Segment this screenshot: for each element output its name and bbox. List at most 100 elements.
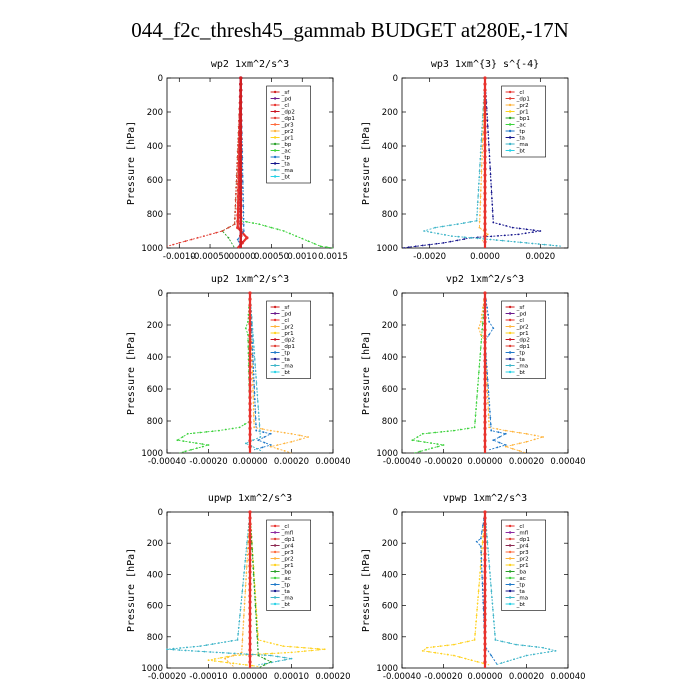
series-point	[184, 649, 187, 652]
series-point	[488, 404, 491, 406]
series-point	[242, 223, 245, 226]
series-point	[490, 235, 493, 238]
series-point	[263, 640, 266, 643]
series-point	[244, 590, 247, 593]
legend-label: _cl	[281, 524, 290, 530]
series-point	[489, 572, 491, 574]
series-point	[232, 662, 235, 665]
series-point	[263, 441, 266, 444]
series-point	[297, 650, 300, 653]
legend-marker	[273, 351, 277, 354]
series-point	[488, 565, 491, 568]
legend-label: _pr2	[516, 325, 529, 331]
series-point	[490, 191, 493, 194]
series-point	[243, 572, 245, 574]
series-point	[239, 209, 243, 214]
series-point	[236, 201, 240, 205]
y-tick-label: 0	[393, 74, 398, 84]
legend-marker	[508, 338, 512, 341]
series-point	[524, 232, 527, 235]
series-point	[486, 372, 489, 374]
series-point	[480, 530, 483, 533]
series-point	[248, 414, 252, 418]
series-point	[251, 548, 254, 551]
legend-marker	[273, 544, 277, 547]
series-point	[220, 660, 222, 663]
series-point	[483, 612, 487, 616]
x-tick-label: 0.00000	[232, 457, 267, 467]
series-point	[483, 365, 487, 369]
legend-label: _bt	[516, 602, 526, 608]
legend-marker	[273, 168, 277, 172]
series-point	[488, 149, 491, 152]
legend-label: _ma	[516, 364, 528, 370]
series-point	[533, 434, 536, 437]
legend-label: _sf	[281, 90, 291, 96]
legend-label: _pr4	[281, 544, 295, 550]
series-point	[483, 600, 487, 604]
legend-label: _bp	[281, 570, 292, 576]
series-point	[477, 188, 480, 191]
series-point	[290, 440, 293, 443]
y-tick-label: 1000	[141, 244, 163, 254]
series-line-ta	[401, 77, 541, 249]
series-point	[483, 131, 487, 135]
series-point	[184, 240, 187, 243]
y-tick-label: 1000	[376, 244, 398, 254]
legend-label: _dp2	[281, 110, 295, 116]
legend-marker	[273, 550, 277, 554]
series-point	[532, 231, 534, 234]
series-point	[244, 559, 247, 562]
series-line-tp	[476, 511, 498, 666]
series-point	[248, 660, 252, 664]
series-point	[251, 383, 254, 386]
y-axis-label: Pressure [hPa]	[361, 121, 372, 205]
series-point	[254, 598, 256, 601]
series-point	[483, 291, 487, 295]
legend-marker	[273, 110, 277, 113]
series-point	[480, 313, 483, 316]
series-point	[490, 185, 493, 188]
series-point	[248, 346, 252, 350]
series-point	[487, 553, 490, 556]
series-point	[241, 639, 244, 642]
series-point	[298, 434, 301, 437]
legend-label: _mfl	[516, 531, 529, 537]
y-axis-label: Pressure [hPa]	[361, 331, 372, 415]
series-point	[236, 226, 240, 230]
series-point	[178, 649, 181, 651]
series-point	[237, 632, 240, 635]
series-point	[477, 377, 480, 380]
panel-title: wp2 1xm^2/s^3	[211, 59, 289, 70]
series-point	[480, 564, 483, 566]
series-point	[483, 328, 487, 332]
series-point	[252, 367, 255, 369]
legend-label: _bt	[281, 602, 291, 608]
series-point	[483, 648, 487, 652]
series-point	[176, 439, 179, 442]
series-point	[252, 334, 254, 336]
legend-label: _pr2	[281, 129, 294, 135]
series-point	[473, 426, 476, 429]
series-point	[446, 653, 449, 656]
series-point	[475, 620, 478, 623]
series-point	[513, 240, 516, 243]
series-point	[477, 596, 479, 599]
series-point	[408, 246, 410, 249]
series-point	[240, 602, 243, 605]
legend-label: _sf	[281, 305, 291, 311]
series-point	[483, 297, 487, 301]
series-point	[301, 237, 304, 240]
legend-label: _pr1	[516, 331, 529, 337]
series-point	[480, 145, 482, 148]
series-point	[521, 644, 524, 647]
series-point	[248, 316, 252, 320]
series-point	[525, 432, 528, 435]
series-point	[483, 576, 487, 580]
series-point	[202, 235, 205, 238]
series-point	[483, 173, 487, 177]
series-point	[227, 236, 230, 239]
series-point	[217, 642, 220, 644]
series-point	[248, 522, 252, 526]
series-point	[483, 383, 487, 387]
